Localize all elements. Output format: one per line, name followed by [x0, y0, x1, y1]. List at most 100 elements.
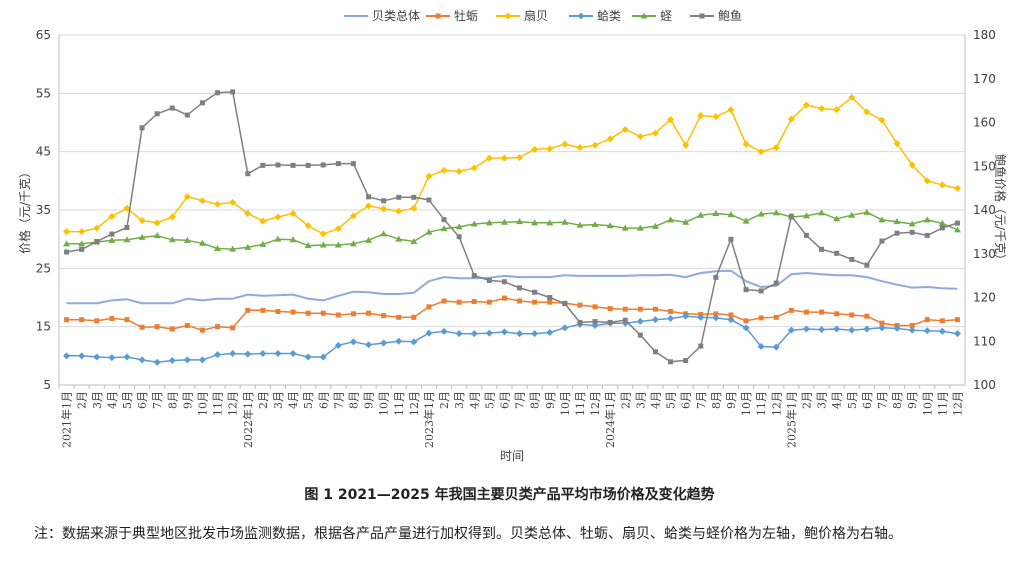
y-left-tick-label: 15: [36, 320, 51, 334]
data-point: [229, 245, 237, 252]
data-point: [153, 358, 161, 366]
data-point: [591, 221, 599, 228]
data-point: [531, 330, 539, 338]
data-point: [440, 166, 448, 174]
x-tick-label: 5月: [665, 391, 678, 409]
y-right-tick-label: 150: [973, 159, 996, 173]
data-point: [426, 304, 432, 310]
data-point: [758, 315, 764, 321]
data-point: [349, 338, 357, 346]
data-point: [289, 210, 297, 217]
legend-label: 蛏: [660, 8, 672, 23]
data-point: [923, 177, 931, 185]
y-left-tick-label: 65: [36, 28, 51, 42]
y-right-tick-label: 180: [973, 28, 996, 42]
data-point: [819, 246, 825, 252]
data-point: [699, 13, 705, 19]
data-point: [743, 318, 749, 324]
data-point: [168, 357, 176, 364]
x-tick-label: 7月: [151, 391, 164, 409]
data-point: [334, 225, 342, 233]
x-tick-label: 6月: [317, 391, 330, 409]
data-point: [274, 213, 282, 221]
data-point: [576, 221, 584, 228]
data-point: [94, 318, 100, 324]
data-point: [184, 323, 190, 328]
data-point: [742, 140, 750, 148]
x-tick-label: 2024年1月: [603, 391, 617, 448]
data-point: [395, 207, 403, 215]
data-point: [532, 299, 538, 305]
data-point: [425, 228, 433, 235]
data-point: [908, 326, 916, 334]
data-point: [757, 148, 765, 156]
right-tick-labels: 100 110 120 130 140 150 160 170 180: [973, 28, 996, 392]
data-point: [893, 218, 901, 225]
data-point: [63, 228, 71, 236]
x-tick-label: 11月: [755, 391, 768, 416]
data-point: [758, 288, 764, 294]
data-point: [500, 328, 508, 336]
data-point: [93, 224, 101, 232]
data-point: [289, 350, 297, 357]
data-point: [504, 12, 512, 20]
data-point: [153, 219, 161, 227]
x-tick-label: 5月: [483, 391, 496, 409]
chart-area: 5 15 25 35 45 55 65 100 110 120 130 140 150 160 170 180…: [17, 8, 1008, 463]
data-point: [939, 318, 945, 324]
data-point: [168, 213, 176, 221]
data-point: [501, 295, 507, 301]
y-left-axis-title: 价格（元/千克）: [17, 166, 32, 254]
data-point: [395, 337, 403, 345]
data-point: [198, 356, 206, 364]
data-point: [909, 323, 915, 328]
x-tick-label: 4月: [649, 391, 662, 409]
series-line: [66, 91, 958, 363]
data-point: [183, 356, 191, 364]
x-tick-label: 4月: [468, 391, 481, 409]
data-point: [577, 319, 583, 325]
data-point: [93, 353, 101, 361]
data-point: [863, 108, 871, 116]
data-point: [637, 332, 643, 338]
data-point: [440, 225, 448, 232]
data-point: [350, 161, 356, 167]
x-tick-label: 6月: [498, 391, 511, 409]
data-point: [878, 116, 886, 124]
x-tick-label: 9月: [725, 391, 738, 409]
x-tick-label: 3月: [453, 391, 466, 409]
data-point: [154, 111, 160, 117]
data-point: [802, 325, 810, 333]
data-point: [652, 349, 658, 355]
data-point: [319, 230, 327, 238]
data-point: [682, 218, 690, 225]
data-point: [651, 316, 659, 324]
data-point: [229, 350, 237, 357]
legend-label: 贝类总体: [372, 9, 420, 23]
data-point: [591, 141, 599, 149]
data-point: [834, 311, 840, 317]
data-point: [366, 194, 372, 200]
data-point: [787, 326, 795, 334]
data-point: [154, 324, 160, 330]
legend-label: 牡蛎: [454, 8, 478, 23]
data-point: [109, 316, 115, 321]
data-point: [441, 298, 447, 304]
data-point: [470, 164, 478, 172]
data-point: [124, 225, 130, 230]
data-point: [500, 218, 508, 225]
data-point: [516, 218, 524, 225]
data-point: [697, 211, 705, 218]
x-tick-label: 12月: [408, 391, 421, 416]
data-point: [470, 220, 478, 227]
data-point: [848, 211, 856, 218]
data-point: [893, 140, 901, 147]
series-line: [66, 269, 958, 305]
y-right-tick-label: 110: [973, 334, 996, 348]
data-point: [953, 330, 961, 338]
data-point: [802, 212, 810, 219]
data-point: [305, 310, 311, 316]
data-point: [198, 239, 206, 246]
data-point: [138, 233, 146, 240]
x-tick-label: 2025年1月: [784, 391, 798, 448]
